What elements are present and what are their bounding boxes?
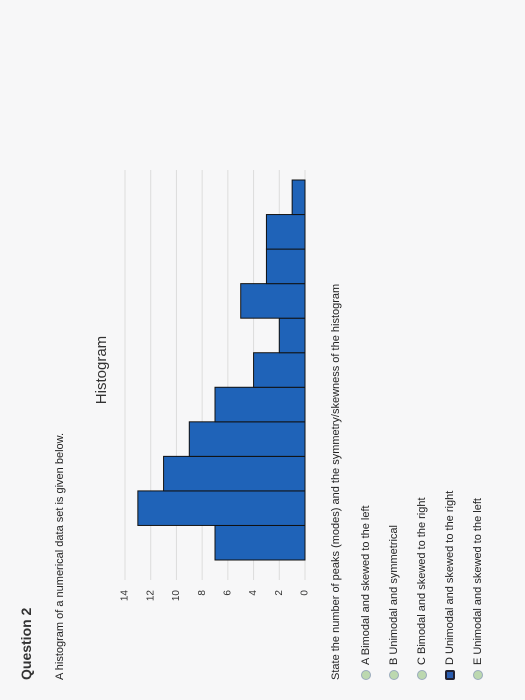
bar [214, 386, 306, 423]
bar [278, 317, 306, 354]
option-label: C Bimodal and skewed to the right [416, 497, 428, 665]
radio-button[interactable] [361, 670, 371, 680]
y-tick-label: 14 [120, 590, 131, 602]
radio-button[interactable] [473, 670, 483, 680]
bar [265, 214, 306, 250]
radio-button[interactable] [445, 670, 455, 680]
bar [137, 490, 306, 526]
bar [265, 248, 306, 285]
bar [188, 421, 306, 457]
y-tick-label: 10 [171, 590, 182, 602]
option[interactable]: B Unimodal and symmetrical [380, 491, 408, 680]
bar [253, 352, 306, 388]
option-label: D Unimodal and skewed to the right [444, 490, 456, 665]
option[interactable]: C Bimodal and skewed to the right [408, 491, 436, 680]
question-text: State the number of peaks (modes) and th… [330, 283, 342, 680]
radio-button[interactable] [417, 670, 427, 680]
y-tick-label: 12 [145, 590, 156, 602]
option[interactable]: D Unimodal and skewed to the right [436, 491, 464, 680]
chart-title: Histogram [93, 336, 110, 404]
question-title: Question 2 [18, 607, 34, 680]
option-label: B Unimodal and symmetrical [388, 525, 400, 665]
option[interactable]: A Bimodal and skewed to the left [352, 491, 380, 680]
y-tick-label: 4 [248, 590, 259, 596]
option-label: E Unimodal and skewed to the left [472, 498, 484, 665]
bar [291, 179, 306, 216]
intro-text: A histogram of a numerical data set is g… [54, 432, 66, 680]
bar [163, 455, 306, 492]
y-tick-label: 0 [300, 590, 311, 596]
options: A Bimodal and skewed to the left B Unimod… [352, 491, 492, 680]
y-tick-label: 8 [197, 590, 208, 596]
option-label: A Bimodal and skewed to the left [360, 505, 372, 665]
chart: Histogram 0 2 4 6 8 10 12 14 [93, 170, 311, 602]
y-tick-label: 2 [274, 590, 285, 596]
option[interactable]: E Unimodal and skewed to the left [464, 491, 492, 680]
bar [240, 283, 306, 319]
radio-button[interactable] [389, 670, 399, 680]
y-tick-label: 6 [222, 590, 233, 596]
bar [214, 524, 306, 561]
